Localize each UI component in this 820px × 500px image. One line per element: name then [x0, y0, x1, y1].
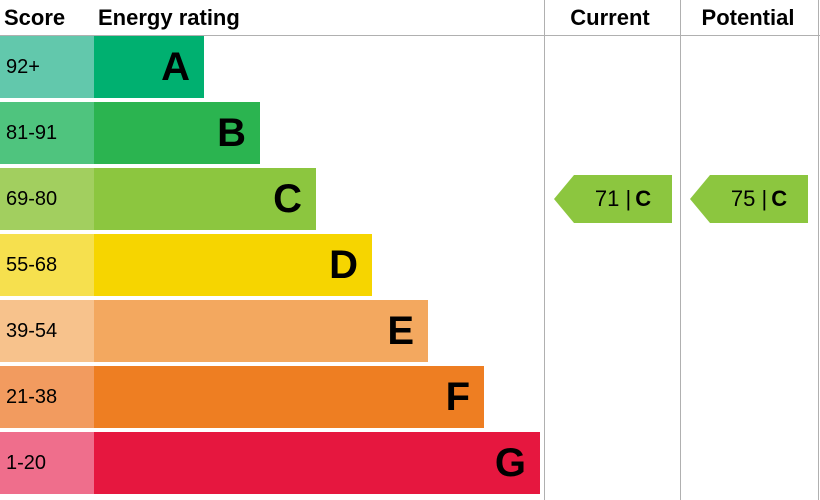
score-range: 55-68	[0, 234, 94, 296]
score-range: 69-80	[0, 168, 94, 230]
potential-letter: C	[771, 186, 787, 212]
column-divider	[818, 0, 819, 500]
current-badge-body: 71 | C	[574, 175, 672, 223]
band-row: 39-54E	[0, 300, 820, 366]
rating-bar: F	[94, 366, 484, 428]
rating-bar: B	[94, 102, 260, 164]
potential-value: 75 |	[731, 186, 767, 212]
header-score: Score	[4, 0, 94, 36]
rating-bar: C	[94, 168, 316, 230]
band-row: 81-91B	[0, 102, 820, 168]
band-row: 55-68D	[0, 234, 820, 300]
rating-bar: A	[94, 36, 204, 98]
energy-rating-chart: Score Energy rating Current Potential 92…	[0, 0, 820, 500]
header-current: Current	[544, 0, 676, 36]
score-range: 1-20	[0, 432, 94, 494]
band-row: 1-20G	[0, 432, 820, 498]
rating-bar: E	[94, 300, 428, 362]
arrow-left-icon	[554, 175, 574, 223]
rating-bar: D	[94, 234, 372, 296]
score-range: 39-54	[0, 300, 94, 362]
column-divider	[544, 0, 545, 500]
score-range: 92+	[0, 36, 94, 98]
arrow-left-icon	[690, 175, 710, 223]
current-rating-badge: 71 | C	[554, 175, 672, 223]
band-row: 21-38F	[0, 366, 820, 432]
potential-rating-badge: 75 | C	[690, 175, 808, 223]
current-letter: C	[635, 186, 651, 212]
current-value: 71 |	[595, 186, 631, 212]
potential-badge-body: 75 | C	[710, 175, 808, 223]
band-row: 92+A	[0, 36, 820, 102]
score-range: 81-91	[0, 102, 94, 164]
header-potential: Potential	[682, 0, 814, 36]
bands-container: 92+A81-91B69-80C55-68D39-54E21-38F1-20G	[0, 36, 820, 498]
score-range: 21-38	[0, 366, 94, 428]
header-row: Score Energy rating Current Potential	[0, 0, 820, 36]
column-divider	[680, 0, 681, 500]
header-rating: Energy rating	[98, 0, 538, 36]
rating-bar: G	[94, 432, 540, 494]
